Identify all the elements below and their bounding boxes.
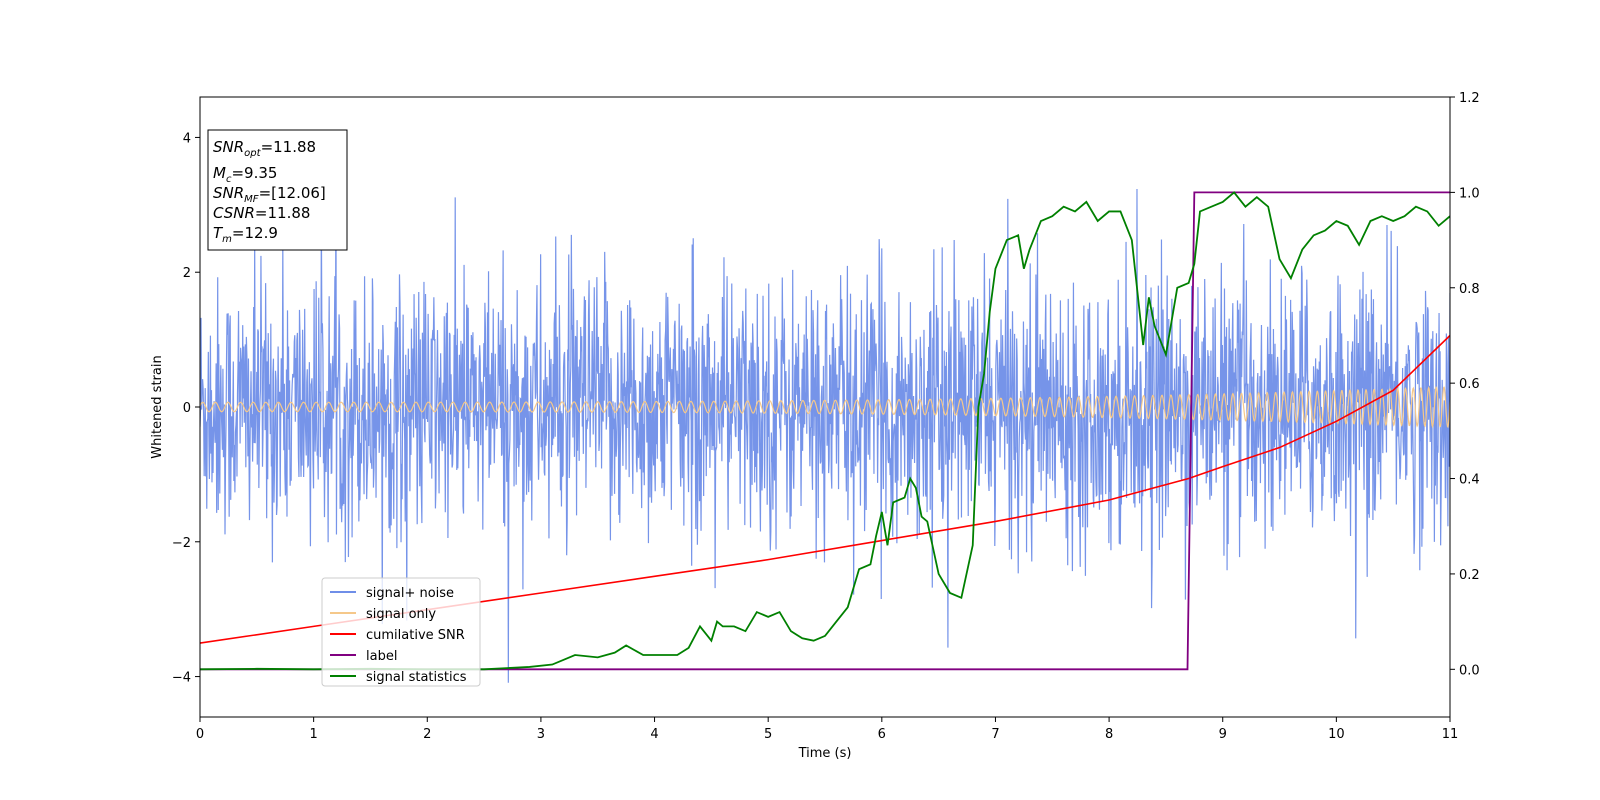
y-left-tick-label: 4 bbox=[183, 131, 191, 146]
y-left-tick-label: −2 bbox=[172, 536, 191, 551]
info-snr-mf: SNRMF=[12.06] bbox=[213, 184, 326, 205]
series-signal-statistics bbox=[200, 191, 1450, 671]
x-tick-label: 1 bbox=[309, 727, 317, 742]
y-left-tick-label: 0 bbox=[183, 401, 191, 416]
y-axis-right: 0.0 0.2 0.4 0.6 0.8 1.0 1.2 bbox=[1450, 91, 1480, 678]
legend: signal+ noise signal only cumilative SNR la… bbox=[321, 577, 481, 687]
y-right-tick-label: 1.2 bbox=[1459, 91, 1480, 106]
x-tick-label: 9 bbox=[1219, 727, 1227, 742]
series-label bbox=[200, 191, 1450, 671]
x-tick-label: 4 bbox=[650, 727, 658, 742]
info-tm: Tm=12.9 bbox=[213, 224, 278, 245]
y-right-tick-label: 1.0 bbox=[1459, 186, 1480, 201]
info-mc: Mc=9.35 bbox=[213, 164, 277, 185]
x-tick-label: 10 bbox=[1328, 727, 1345, 742]
x-axis: 0 1 2 3 4 5 6 7 8 9 10 11 bbox=[196, 717, 1458, 742]
legend-label: cumilative SNR bbox=[366, 628, 465, 643]
y-left-tick-label: 2 bbox=[183, 266, 191, 281]
legend-frame bbox=[321, 577, 481, 687]
y-right-tick-label: 0.4 bbox=[1459, 473, 1480, 488]
info-box-frame bbox=[207, 129, 348, 251]
x-tick-label: 5 bbox=[764, 727, 772, 742]
y-axis-label: Whitened strain bbox=[150, 355, 165, 458]
x-tick-label: 2 bbox=[423, 727, 431, 742]
legend-label: signal statistics bbox=[366, 670, 467, 685]
x-tick-label: 6 bbox=[878, 727, 886, 742]
y-right-tick-label: 0.8 bbox=[1459, 282, 1480, 297]
info-snr-opt: SNRopt=11.88 bbox=[213, 138, 316, 159]
legend-label: signal+ noise bbox=[366, 586, 454, 601]
legend-label: label bbox=[366, 649, 397, 664]
x-tick-label: 3 bbox=[537, 727, 545, 742]
y-right-tick-label: 0.6 bbox=[1459, 377, 1480, 392]
x-tick-label: 7 bbox=[991, 727, 999, 742]
y-right-tick-label: 0.2 bbox=[1459, 568, 1480, 583]
x-tick-label: 8 bbox=[1105, 727, 1113, 742]
y-left-tick-label: −4 bbox=[172, 671, 191, 686]
info-csnr: CSNR=11.88 bbox=[213, 204, 310, 222]
series-signal-only bbox=[200, 385, 1450, 429]
x-tick-label: 11 bbox=[1442, 727, 1459, 742]
y-right-tick-label: 0.0 bbox=[1459, 663, 1480, 678]
x-axis-label: Time (s) bbox=[798, 746, 852, 761]
series-signal-noise bbox=[200, 163, 1450, 683]
y-axis-left: −4 −2 0 2 4 bbox=[172, 131, 200, 686]
x-tick-label: 0 bbox=[196, 727, 204, 742]
legend-label: signal only bbox=[366, 607, 436, 622]
info-box: SNRopt=11.88 Mc=9.35 SNRMF=[12.06] CSNR=… bbox=[207, 129, 348, 251]
